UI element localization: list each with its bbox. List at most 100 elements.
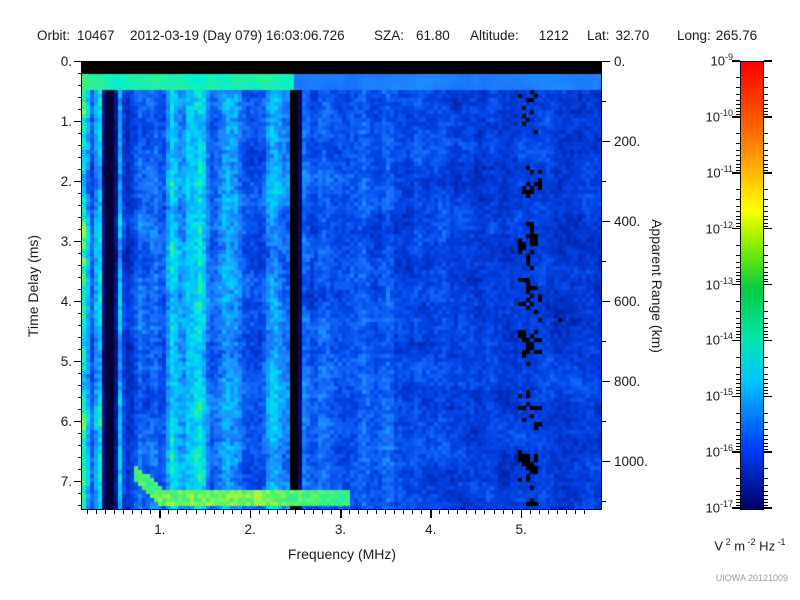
colorbar-minor-tick: [764, 442, 768, 444]
x-minor-tick: [412, 510, 414, 514]
colorbar-major-tick: [764, 172, 772, 174]
colorbar-minor-tick: [764, 163, 768, 165]
x-minor-tick: [448, 510, 450, 514]
x-minor-tick: [538, 510, 540, 514]
colorbar-minor-tick: [736, 334, 740, 336]
y-left-minor-tick: [78, 109, 82, 110]
colorbar-major-tick: [732, 283, 740, 286]
colorbar-minor-tick: [736, 169, 740, 171]
colorbar-minor-tick: [764, 446, 768, 448]
colorbar-major-tick: [732, 60, 740, 62]
x-minor-tick: [403, 510, 405, 514]
colorbar-minor-tick: [736, 323, 740, 325]
colorbar-minor-tick: [736, 271, 740, 273]
y-left-minor-tick: [78, 253, 82, 254]
x-minor-tick: [367, 510, 369, 514]
x-minor-tick: [330, 510, 332, 514]
y-left-minor-tick: [78, 145, 82, 146]
colorbar-minor-tick: [736, 429, 740, 431]
header-field: Altitude: 1212: [470, 28, 569, 43]
header-field-value: 61.80: [416, 28, 450, 43]
y-right-tick-label: 400.: [614, 213, 641, 229]
colorbar-major-tick: [732, 227, 740, 230]
y-left-minor-tick: [78, 445, 82, 446]
y-left-minor-tick: [78, 157, 82, 158]
colorbar-minor-tick: [764, 393, 768, 395]
colorbar-exponent-label: 10-13: [705, 275, 733, 292]
colorbar-minor-tick: [736, 327, 740, 329]
colorbar-minor-tick: [764, 198, 768, 200]
x-minor-tick: [502, 510, 504, 514]
x-minor-tick: [376, 510, 378, 514]
header-field-value: 1212: [538, 28, 569, 43]
y-left-minor-tick: [78, 85, 82, 86]
colorbar-exponent-label: 10-17: [705, 499, 733, 516]
colorbar-minor-tick: [736, 300, 740, 302]
watermark: UIOWA 20121009: [715, 573, 788, 583]
y-right-minor-tick: [602, 261, 606, 262]
colorbar-minor-tick: [764, 189, 768, 191]
y-right-major-tick: [602, 300, 610, 303]
colorbar-minor-tick: [764, 422, 768, 424]
colorbar-minor-tick: [736, 383, 740, 385]
y-right-major-tick: [602, 380, 610, 383]
y-left-tick-label: 3.: [60, 233, 72, 249]
colorbar-minor-tick: [736, 99, 740, 101]
colorbar-minor-tick: [764, 317, 768, 319]
y-left-minor-tick: [78, 325, 82, 326]
y-right-tick-label: 0.: [614, 53, 626, 69]
x-minor-tick: [231, 510, 233, 514]
y-right-major-tick: [602, 60, 610, 63]
colorbar-minor-tick: [764, 159, 768, 161]
colorbar-minor-tick: [736, 310, 740, 312]
colorbar-minor-tick: [736, 317, 740, 319]
y-left-tick-label: 0.: [60, 53, 72, 69]
x-minor-tick: [222, 510, 224, 514]
colorbar-minor-tick: [764, 150, 768, 151]
header-field-value: 2012-03-19 (Day 079) 16:03:06.726: [130, 28, 345, 43]
colorbar-minor-tick: [736, 337, 740, 339]
colorbar-minor-tick: [764, 94, 768, 96]
colorbar-minor-tick: [736, 261, 740, 263]
y-left-tick-label: 1.: [60, 113, 72, 129]
x-minor-tick: [385, 510, 387, 514]
colorbar-minor-tick: [736, 163, 740, 165]
x-minor-tick: [439, 510, 441, 514]
x-minor-tick: [96, 510, 98, 514]
colorbar-minor-tick: [764, 107, 768, 109]
x-tick-label: 2.: [244, 522, 256, 537]
x-minor-tick: [358, 510, 360, 514]
x-minor-tick: [168, 510, 170, 514]
colorbar-exponent-label: 10-9: [710, 52, 733, 69]
x-tick-label: 1.: [154, 522, 166, 537]
colorbar-minor-tick: [736, 225, 740, 227]
colorbar-major-tick: [764, 116, 772, 118]
colorbar-minor-tick: [736, 495, 740, 497]
colorbar-minor-tick: [764, 271, 768, 273]
colorbar-major-tick: [764, 283, 772, 286]
colorbar-minor-tick: [764, 281, 768, 283]
colorbar-minor-tick: [764, 103, 768, 105]
y-left-minor-tick: [78, 97, 82, 98]
colorbar-exponent-label: 10-11: [706, 163, 733, 181]
y-left-minor-tick: [78, 337, 82, 338]
x-minor-tick: [493, 510, 495, 514]
colorbar-minor-tick: [764, 337, 768, 339]
x-minor-tick: [150, 510, 152, 514]
colorbar-minor-tick: [764, 143, 768, 145]
y-right-major-tick: [602, 460, 610, 463]
y-right-minor-tick: [602, 341, 606, 342]
colorbar-minor-tick: [736, 449, 740, 451]
colorbar-minor-tick: [764, 267, 768, 269]
x-minor-tick: [87, 510, 89, 514]
colorbar-minor-tick: [736, 219, 740, 221]
x-minor-tick: [294, 510, 296, 514]
colorbar-minor-tick: [764, 390, 768, 392]
y-right-major-tick: [602, 220, 610, 223]
colorbar-minor-tick: [764, 383, 768, 385]
colorbar-minor-tick: [764, 310, 768, 312]
y-left-minor-tick: [78, 169, 82, 170]
colorbar-minor-tick: [736, 107, 740, 109]
colorbar-major-tick: [764, 227, 772, 230]
header-field-label: Altitude:: [470, 28, 519, 43]
